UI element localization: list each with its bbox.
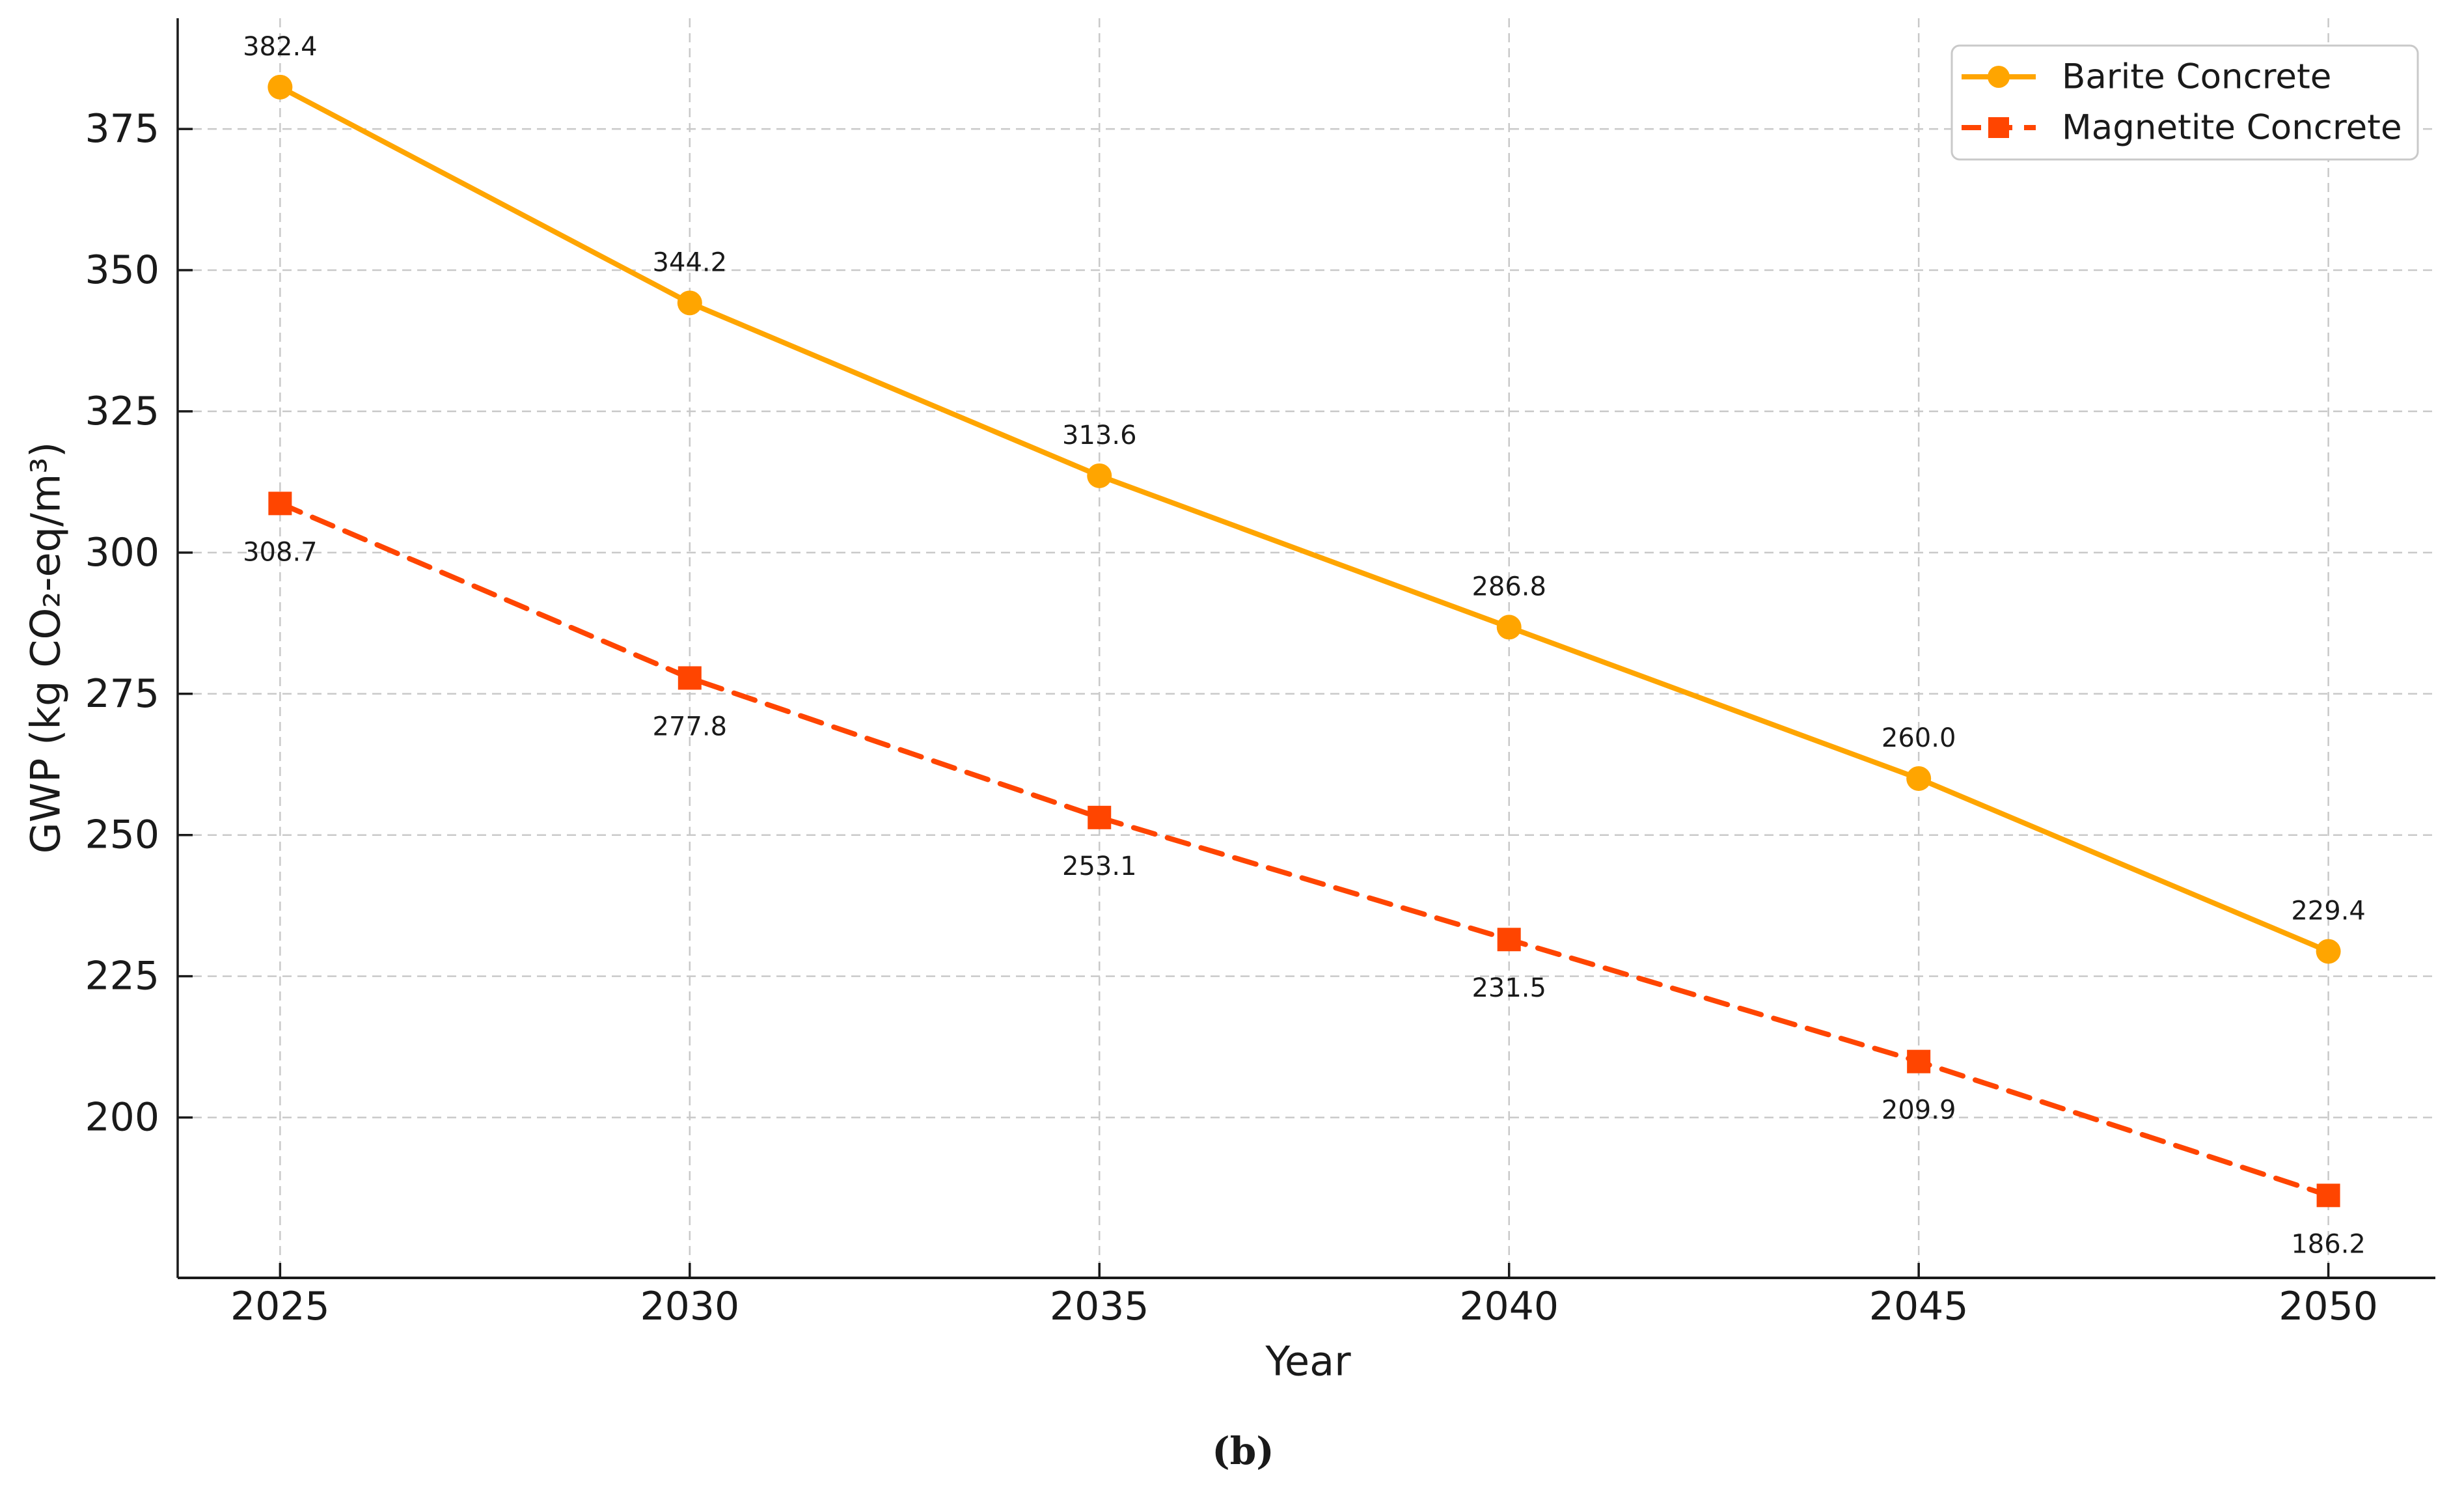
data-point-marker [1496, 615, 1522, 640]
data-label: 277.8 [653, 712, 728, 741]
data-label: 260.0 [1882, 723, 1956, 753]
data-label: 253.1 [1062, 851, 1137, 881]
data-point-marker [2316, 1183, 2340, 1208]
legend-marker-square-icon [1988, 117, 2009, 138]
data-label: 231.5 [1472, 973, 1546, 1003]
series-line [277, 501, 2331, 1198]
data-label: 286.8 [1472, 572, 1546, 602]
y-tick-label: 325 [85, 389, 159, 434]
x-tick-label: 2040 [1459, 1284, 1559, 1329]
legend-label: Magnetite Concrete [2062, 108, 2402, 148]
y-tick-label: 225 [85, 954, 159, 999]
data-label: 209.9 [1882, 1096, 1956, 1126]
data-point-marker [268, 491, 292, 516]
y-tick-label: 350 [85, 247, 159, 293]
data-point-marker [1906, 766, 1932, 791]
data-point-marker [1087, 463, 1112, 488]
x-tick-label: 2035 [1050, 1284, 1149, 1329]
axes [176, 18, 2435, 1279]
figure-caption: (b) [1212, 1429, 1274, 1473]
series-line [277, 84, 2331, 954]
legend-label: Barite Concrete [2062, 57, 2331, 97]
legend-box [1951, 44, 2419, 161]
y-tick-label: 275 [85, 671, 159, 717]
data-point-marker [1088, 805, 1112, 829]
data-label: 382.4 [243, 32, 318, 62]
grid-lines [178, 18, 2434, 1278]
data-label: 308.7 [243, 537, 318, 567]
y-tick-label: 250 [85, 812, 159, 858]
y-axis-label: GWP (kg CO₂-eq/m³) [22, 442, 70, 854]
x-axis-label: Year [1265, 1338, 1351, 1385]
y-tick-label: 300 [85, 530, 159, 575]
x-tick-label: 2045 [1869, 1284, 1969, 1329]
legend-marker-circle-icon [1988, 66, 2010, 88]
y-tick-label: 375 [85, 106, 159, 152]
tick-labels: 200 225 250 275 300 325 350 375 2025 2030 2035 2040… [85, 106, 2377, 1329]
data-label: 229.4 [2291, 896, 2366, 926]
data-label: 313.6 [1062, 421, 1137, 450]
data-point-marker [1497, 928, 1521, 952]
data-label: 344.2 [653, 247, 728, 277]
data-point-marker [677, 290, 702, 316]
legend: Barite Concrete Magnetite Concrete [1951, 44, 2419, 161]
data-series: 382.4 344.2 313.6 286.8 260.0 229.4 308.7 277.8… [243, 32, 2366, 1259]
data-label: 186.2 [2291, 1229, 2366, 1259]
data-point-marker [678, 666, 702, 690]
data-point-marker [1907, 1049, 1931, 1073]
x-tick-label: 2025 [230, 1284, 330, 1329]
y-tick-label: 200 [85, 1095, 159, 1141]
data-point-marker [2316, 939, 2341, 964]
x-tick-label: 2030 [640, 1284, 739, 1329]
data-point-marker [267, 74, 293, 100]
x-tick-label: 2050 [2279, 1284, 2378, 1329]
